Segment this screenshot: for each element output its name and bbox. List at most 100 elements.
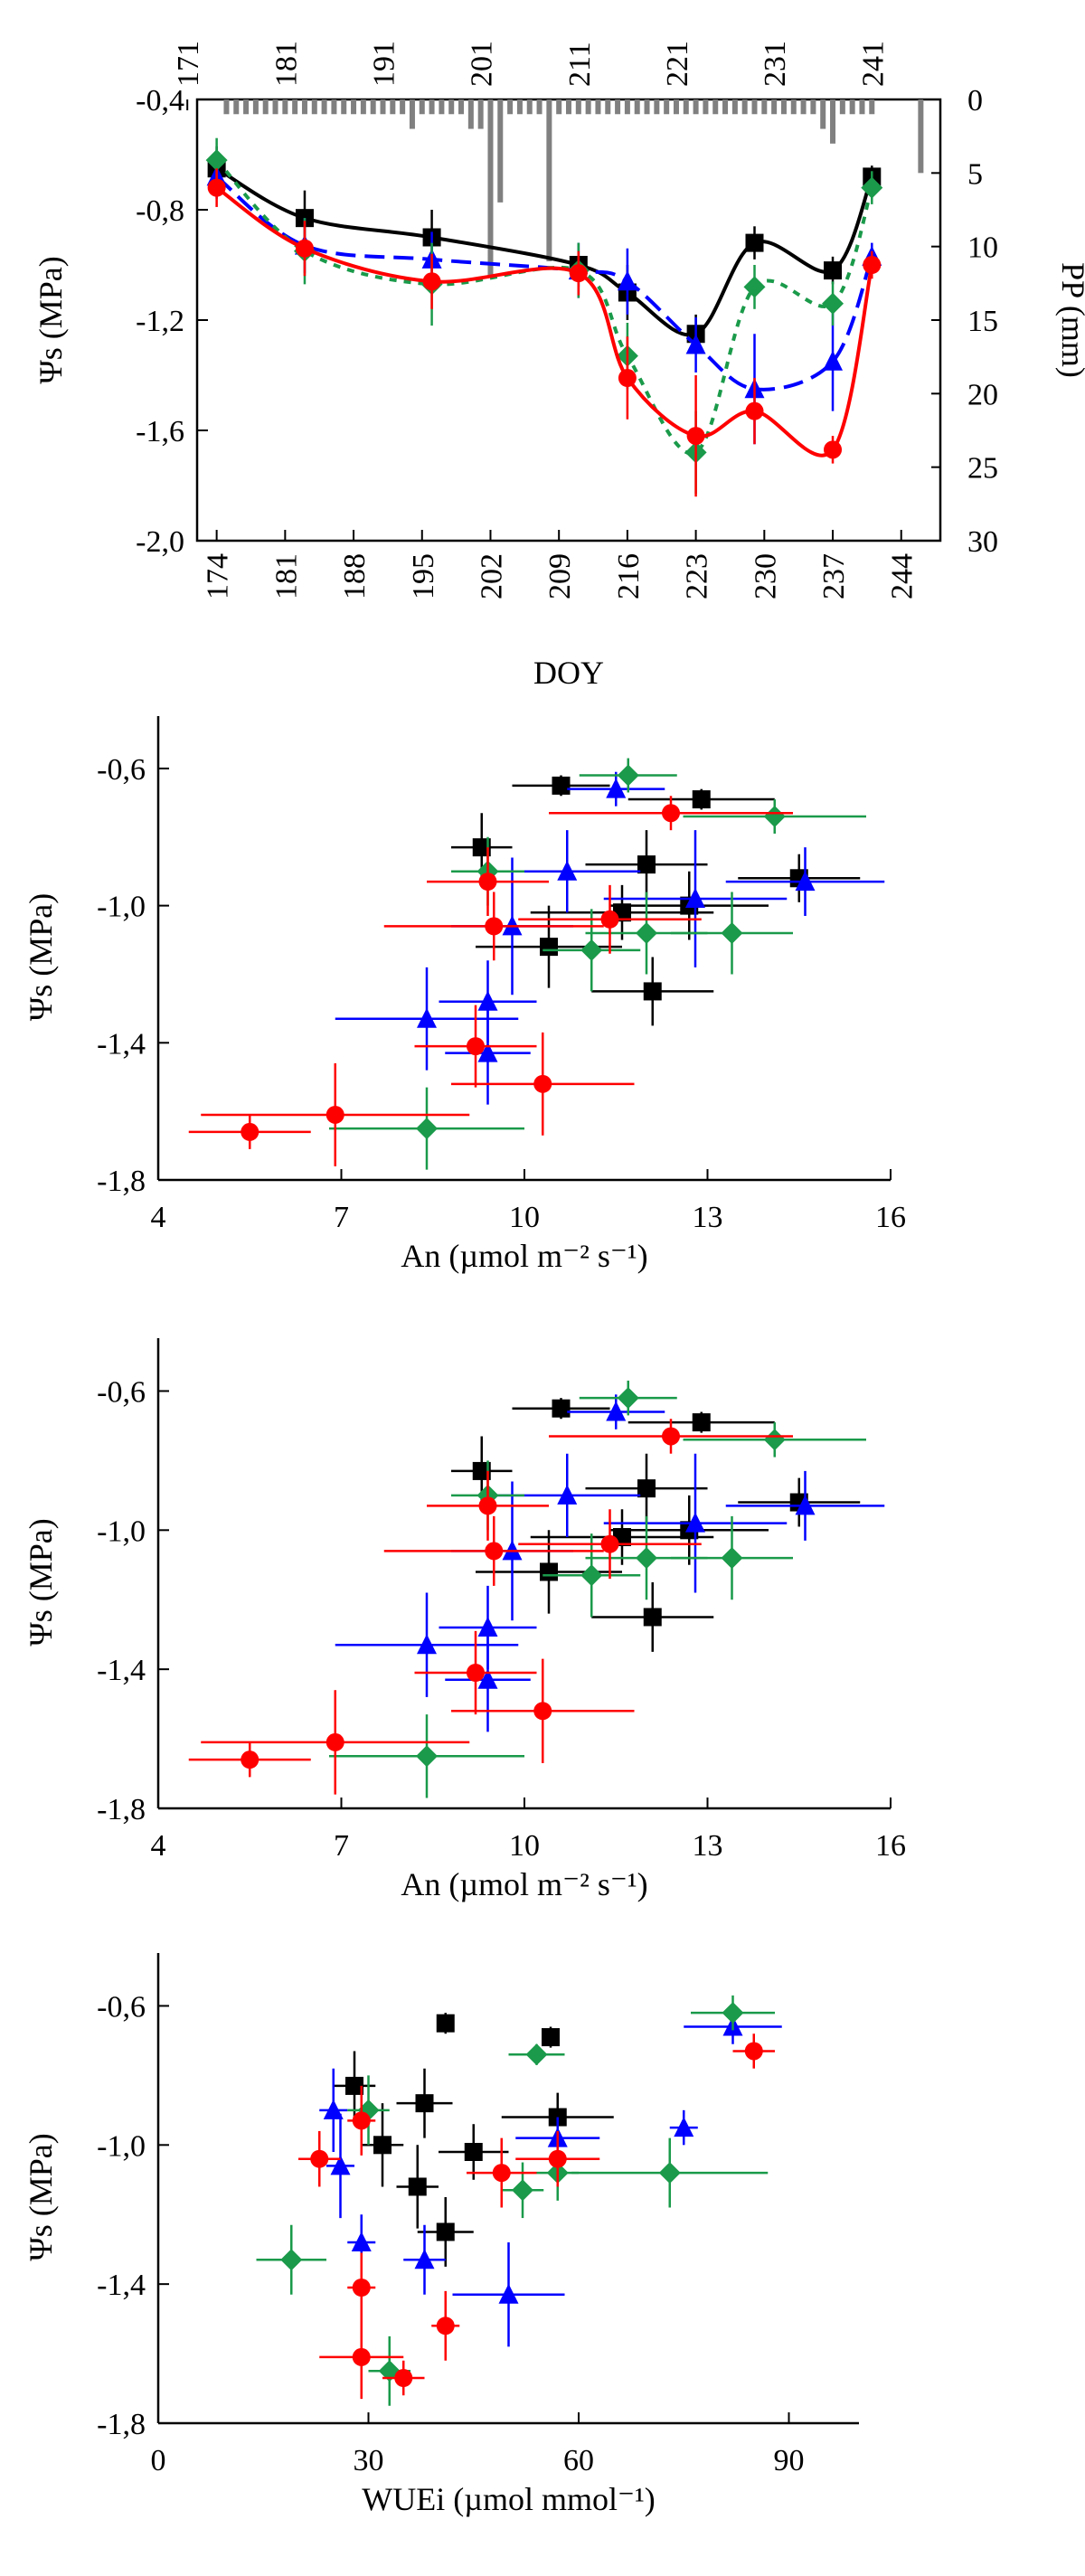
precip-bar	[712, 99, 719, 115]
precip-bar	[741, 99, 748, 115]
x-tick-label: 7	[334, 1201, 349, 1234]
precip-bar	[526, 99, 533, 115]
x-tick-label: 0	[151, 2444, 166, 2477]
data-point	[861, 176, 883, 199]
precip-bar	[272, 99, 278, 115]
y2-tick-label: 25	[967, 452, 998, 486]
x-tick-label: 7	[334, 1829, 349, 1863]
data-point	[352, 2347, 371, 2366]
x-tick-label: 237	[817, 553, 851, 599]
precip-bar	[390, 99, 396, 115]
data-point	[618, 369, 637, 388]
precip-bar	[673, 99, 679, 115]
x-axis-title: DOY	[533, 655, 604, 691]
y2-tick-label: 10	[967, 231, 998, 265]
precip-bar	[467, 99, 474, 129]
data-point	[323, 2099, 344, 2119]
series-line-2	[215, 158, 874, 456]
x-tick-label: 30	[354, 2444, 384, 2477]
data-point	[533, 1074, 552, 1093]
chart-panel-d: -0,6 -1,0 -1,4 -1,80 30 60 90 Ψs (MPa) WUEi (µmo…	[23, 1953, 859, 2517]
data-point	[822, 292, 844, 315]
data-point	[606, 778, 627, 798]
precip-bar	[654, 99, 660, 115]
data-point	[552, 1399, 571, 1418]
top-x-tick-label: 231	[759, 41, 792, 87]
x-tick-label: 90	[774, 2444, 805, 2477]
data-point	[643, 982, 662, 1001]
precip-bar	[820, 99, 826, 129]
data-point	[512, 2179, 533, 2202]
precip-bar	[683, 99, 689, 115]
x-tick-label: 223	[681, 553, 714, 599]
data-point	[422, 272, 441, 291]
data-point	[351, 2232, 372, 2251]
precip-bar	[830, 99, 836, 144]
y-tick-label: -1,8	[97, 1793, 146, 1826]
data-point	[685, 1512, 705, 1533]
data-point	[205, 149, 228, 172]
data-point	[763, 806, 786, 828]
y2-tick-label: 30	[967, 525, 998, 559]
data-point	[540, 1562, 558, 1581]
precip-bar	[400, 99, 406, 115]
x-tick-label: 10	[509, 1201, 540, 1234]
precip-bar	[566, 99, 571, 115]
x-tick-label: 230	[749, 553, 782, 599]
precip-bar	[859, 99, 865, 115]
y2-tick-label: 20	[967, 378, 998, 411]
data-point	[417, 1007, 437, 1028]
top-x-tick-label: 171	[172, 41, 205, 87]
y-tick-label: -1,4	[97, 1654, 146, 1687]
y-axis-title: Ψs (MPa)	[33, 256, 69, 384]
x-tick-label: 60	[563, 2444, 594, 2477]
data-point	[823, 350, 844, 371]
precip-bar	[575, 99, 581, 115]
y-tick-label: -0,6	[97, 1990, 146, 2024]
y-tick-label: -1,2	[136, 305, 184, 338]
data-point	[417, 1634, 437, 1655]
data-point	[330, 2155, 351, 2175]
precip-bar	[634, 99, 640, 115]
top-x-tick-label: 191	[368, 41, 401, 87]
data-point	[600, 910, 619, 929]
data-point	[326, 1105, 344, 1124]
data-point	[352, 2279, 371, 2297]
data-point	[721, 1547, 743, 1570]
data-point	[477, 1617, 498, 1637]
precip-bar	[595, 99, 601, 115]
data-point	[692, 1413, 711, 1432]
data-point	[436, 2222, 455, 2241]
precip-bar	[585, 99, 591, 115]
data-point	[658, 2162, 681, 2184]
y2-axis-title: PP (mm)	[1055, 262, 1085, 378]
data-point	[744, 2042, 763, 2061]
precip-bar	[292, 99, 298, 115]
x-axis-title: WUEi (µmol mmol⁻¹)	[362, 2481, 656, 2517]
precip-bar	[918, 99, 924, 174]
data-point	[207, 178, 226, 197]
data-point	[745, 401, 764, 420]
data-point	[280, 2249, 303, 2271]
data-point	[464, 2143, 483, 2161]
top-x-tick-label: 221	[661, 41, 694, 87]
precip-bar	[321, 99, 327, 115]
precip-bar	[409, 99, 415, 129]
precip-bar	[731, 99, 738, 115]
x-axis-title: An (µmol m⁻² s⁻¹)	[401, 1238, 647, 1274]
x-tick-label: 4	[151, 1829, 166, 1863]
precip-bar	[429, 99, 435, 115]
y-tick-label: -1,4	[97, 1027, 146, 1061]
y2-tick-label: 5	[967, 157, 983, 191]
data-point	[722, 2002, 744, 2024]
data-point	[580, 1564, 603, 1587]
x-tick-label: 13	[693, 1829, 723, 1863]
data-point	[326, 1732, 344, 1751]
data-point	[477, 1042, 498, 1062]
x-tick-label: 244	[886, 553, 920, 599]
plot-frame	[195, 98, 942, 543]
data-point	[542, 2028, 560, 2047]
precip-bar	[771, 99, 778, 115]
data-point	[485, 1542, 504, 1561]
data-point	[606, 1401, 627, 1421]
